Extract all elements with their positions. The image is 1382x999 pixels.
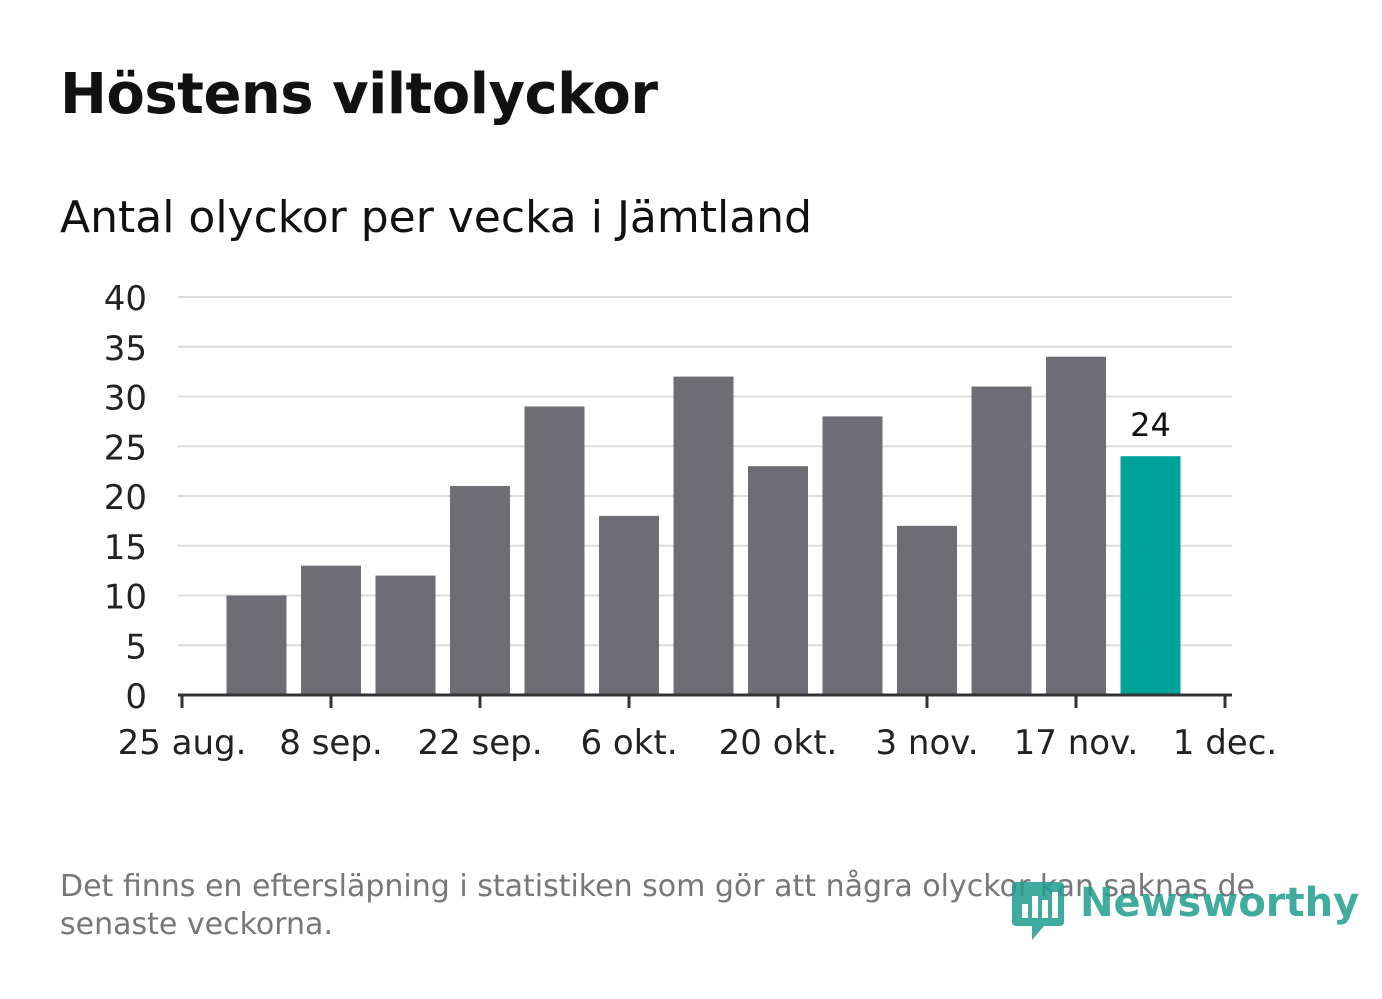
bar	[226, 595, 287, 695]
x-tick-label: 17 nov.	[1014, 723, 1139, 763]
y-tick-label: 5	[125, 627, 147, 667]
y-tick-label: 10	[104, 578, 147, 618]
x-tick-label: 1 dec.	[1173, 723, 1277, 763]
x-tick-label: 20 okt.	[719, 723, 838, 763]
bar	[301, 565, 361, 695]
y-axis-ticks: 0 5 10 15 20 25 30 35 40	[104, 279, 147, 717]
y-tick-label: 35	[104, 329, 147, 369]
y-tick-label: 40	[104, 279, 147, 319]
bar	[748, 466, 808, 695]
newsworthy-logo-icon	[1012, 882, 1064, 940]
bar	[1046, 356, 1106, 695]
data-labels: 24	[1130, 406, 1171, 444]
bar	[971, 386, 1032, 695]
bar	[599, 515, 659, 695]
bars	[226, 356, 1181, 695]
chart-title: Höstens viltolyckor	[60, 62, 658, 127]
newsworthy-logo: Newsworthy	[1010, 876, 1359, 946]
y-tick-label: 0	[125, 677, 147, 717]
bar	[450, 486, 510, 695]
y-tick-label: 20	[104, 478, 147, 518]
bar	[673, 376, 734, 695]
y-tick-label: 15	[104, 528, 147, 568]
bar	[822, 416, 883, 695]
y-tick-label: 25	[104, 428, 147, 468]
x-tick-label: 3 nov.	[875, 723, 978, 763]
x-tick-label: 25 aug.	[118, 723, 247, 763]
x-tick-label: 6 okt.	[580, 723, 677, 763]
chart-subtitle: Antal olyckor per vecka i Jämtland	[60, 192, 812, 243]
x-tick-label: 8 sep.	[279, 723, 382, 763]
brand-name: Newsworthy	[1080, 880, 1360, 926]
bar	[897, 525, 957, 695]
x-axis-ticks: 25 aug. 8 sep. 22 sep. 6 okt. 20 okt. 3 nov. 1…	[118, 695, 1277, 763]
data-label: 24	[1130, 406, 1171, 444]
bar	[524, 406, 585, 695]
bar	[375, 575, 436, 695]
y-tick-label: 30	[104, 379, 147, 419]
x-tick-label: 22 sep.	[417, 723, 542, 763]
bar-highlight	[1120, 456, 1181, 695]
